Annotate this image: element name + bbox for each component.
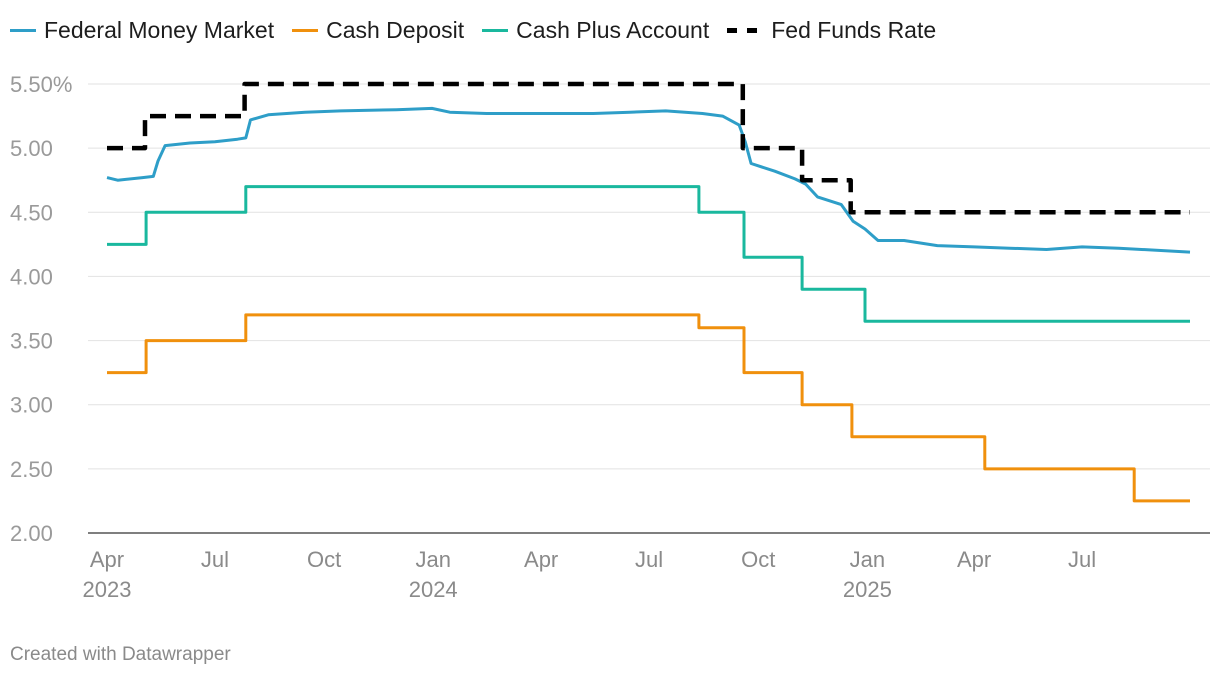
datawrapper-credit: Created with Datawrapper: [10, 644, 231, 665]
legend-swatch: [10, 28, 36, 32]
y-tick-label: 2.00: [10, 521, 53, 546]
series-line-cash-plus-account: [107, 185, 1190, 323]
x-tick-label: Jul: [201, 547, 229, 572]
line-chart: 2.00 2.50 3.00 3.50 4.00 4.50 5.00 5.50% Apr 202…: [10, 72, 1210, 602]
legend-label: Cash Deposit: [326, 16, 465, 43]
x-tick-label: Jan: [415, 547, 450, 572]
x-tick-label: Oct: [307, 547, 341, 572]
gridlines: [88, 83, 1210, 534]
legend-swatch: [727, 27, 758, 33]
x-tick-year-label: 2025: [843, 577, 892, 602]
x-tick-label: Oct: [741, 547, 775, 572]
y-axis-labels: 2.00 2.50 3.00 3.50 4.00 4.50 5.00 5.50%: [10, 72, 72, 546]
y-tick-label: 5.00: [10, 136, 53, 161]
y-tick-label: 4.00: [10, 264, 53, 289]
y-tick-label: 5.50%: [10, 72, 72, 97]
legend-item: Cash Deposit: [292, 17, 464, 44]
x-tick-label: Jul: [635, 547, 663, 572]
legend-swatch: [292, 28, 319, 32]
legend-swatch: [482, 28, 509, 32]
x-axis-labels: Apr 2023 Jul Oct Jan 2024 Apr Jul Oct Jan 2025 Apr J…: [83, 547, 1097, 602]
series-lines: [106, 81, 1191, 503]
series-line-federal-money-market: [106, 106, 1191, 254]
x-tick-year-label: 2023: [83, 577, 132, 602]
legend-item: Cash Plus Account: [482, 17, 709, 44]
y-tick-label: 2.50: [10, 457, 53, 482]
x-tick-label: Apr: [90, 547, 124, 572]
legend-item: Fed Funds Rate: [727, 17, 936, 44]
y-tick-label: 3.00: [10, 393, 53, 418]
legend-label: Fed Funds Rate: [771, 16, 937, 43]
x-tick-label: Apr: [524, 547, 558, 572]
legend-item: Federal Money Market: [10, 17, 274, 44]
series-line-cash-deposit: [107, 313, 1190, 503]
legend-label: Federal Money Market: [44, 16, 275, 43]
chart-legend: Federal Money Market Cash Deposit Cash Plu…: [10, 14, 954, 46]
x-tick-label: Apr: [957, 547, 991, 572]
legend-label: Cash Plus Account: [516, 16, 710, 43]
series-line-fed-funds-rate: [107, 81, 1190, 215]
x-tick-label: Jan: [850, 547, 885, 572]
y-tick-label: 4.50: [10, 200, 53, 225]
x-tick-label: Jul: [1068, 547, 1096, 572]
y-tick-label: 3.50: [10, 329, 53, 354]
x-tick-year-label: 2024: [409, 577, 458, 602]
